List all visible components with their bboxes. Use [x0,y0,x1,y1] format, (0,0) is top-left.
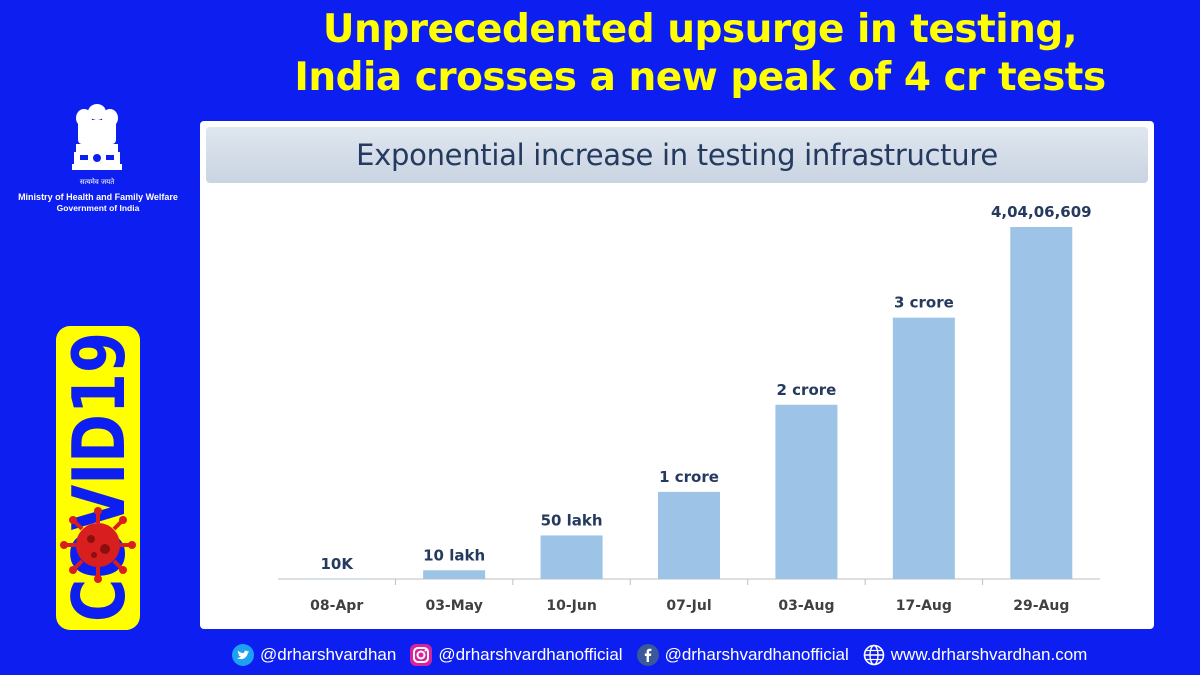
bar-10-Jun [540,535,603,579]
chart-panel: Exponential increase in testing infrastr… [200,121,1154,629]
government-name: Government of India [56,203,140,213]
motto-text: सत्यमेव जयते [80,177,115,186]
bar-chart: 10K 08-Apr 10 lakh 03-May 50 lakh 10-Jun 1 cro… [278,203,1100,614]
data-label-07-Jul: 1 crore [659,468,719,486]
x-tick-10-Jun: 10-Jun [546,598,596,614]
facebook-handle[interactable]: @drharshvardhanofficial [636,644,849,666]
bar-03-Aug [775,404,838,579]
twitter-icon [232,644,254,666]
website-text: www.drharshvardhan.com [890,645,1088,664]
data-label-17-Aug: 3 crore [894,294,954,312]
twitter-text: @drharshvardhan [260,645,397,664]
data-label-03-Aug: 2 crore [777,381,837,399]
ministry-name: Ministry of Health and Family Welfare [18,192,178,202]
globe-icon [863,644,885,666]
facebook-icon [636,644,659,666]
x-tick-03-May: 03-May [425,598,482,614]
chart-header: Exponential increase in testing infrastr… [206,127,1148,183]
data-label-29-Aug: 4,04,06,609 [991,203,1092,221]
x-tick-17-Aug: 17-Aug [896,598,952,614]
ministry-label: Ministry of Health and Family Welfare Go… [0,192,196,214]
x-tick-07-Jul: 07-Jul [666,598,711,614]
bar-03-May [423,570,486,579]
virus-icon [60,507,136,583]
covid-badge-text: COVID19 [57,332,141,622]
x-tick-03-Aug: 03-Aug [778,598,834,614]
national-emblem-icon: सत्यमेव जयते [72,104,122,186]
instagram-text: @drharshvardhanofficial [438,645,623,664]
bar-29-Aug [1010,227,1073,579]
headline: Unprecedented upsurge in testing, India … [200,6,1200,102]
bar-07-Jul [658,491,720,579]
data-label-10-Jun: 50 lakh [541,511,603,529]
data-label-03-May: 10 lakh [423,546,485,564]
headline-line-2: India crosses a new peak of 4 cr tests [294,55,1106,100]
headline-line-1: Unprecedented upsurge in testing, [322,7,1078,52]
bar-17-Aug [892,317,955,579]
instagram-handle[interactable]: @drharshvardhanofficial [410,644,623,666]
chart-title: Exponential increase in testing infrastr… [356,138,998,172]
twitter-handle[interactable]: @drharshvardhan [232,644,396,666]
footer: @drharshvardhan @drharshvardhanofficial … [232,643,1172,667]
instagram-icon [410,644,433,666]
x-tick-08-Apr: 08-Apr [310,598,363,614]
website-link[interactable]: www.drharshvardhan.com [863,644,1088,666]
x-tick-29-Aug: 29-Aug [1013,598,1069,614]
bar-08-Apr [305,578,368,580]
facebook-text: @drharshvardhanofficial [664,645,849,664]
data-label-08-Apr: 10K [320,555,354,573]
